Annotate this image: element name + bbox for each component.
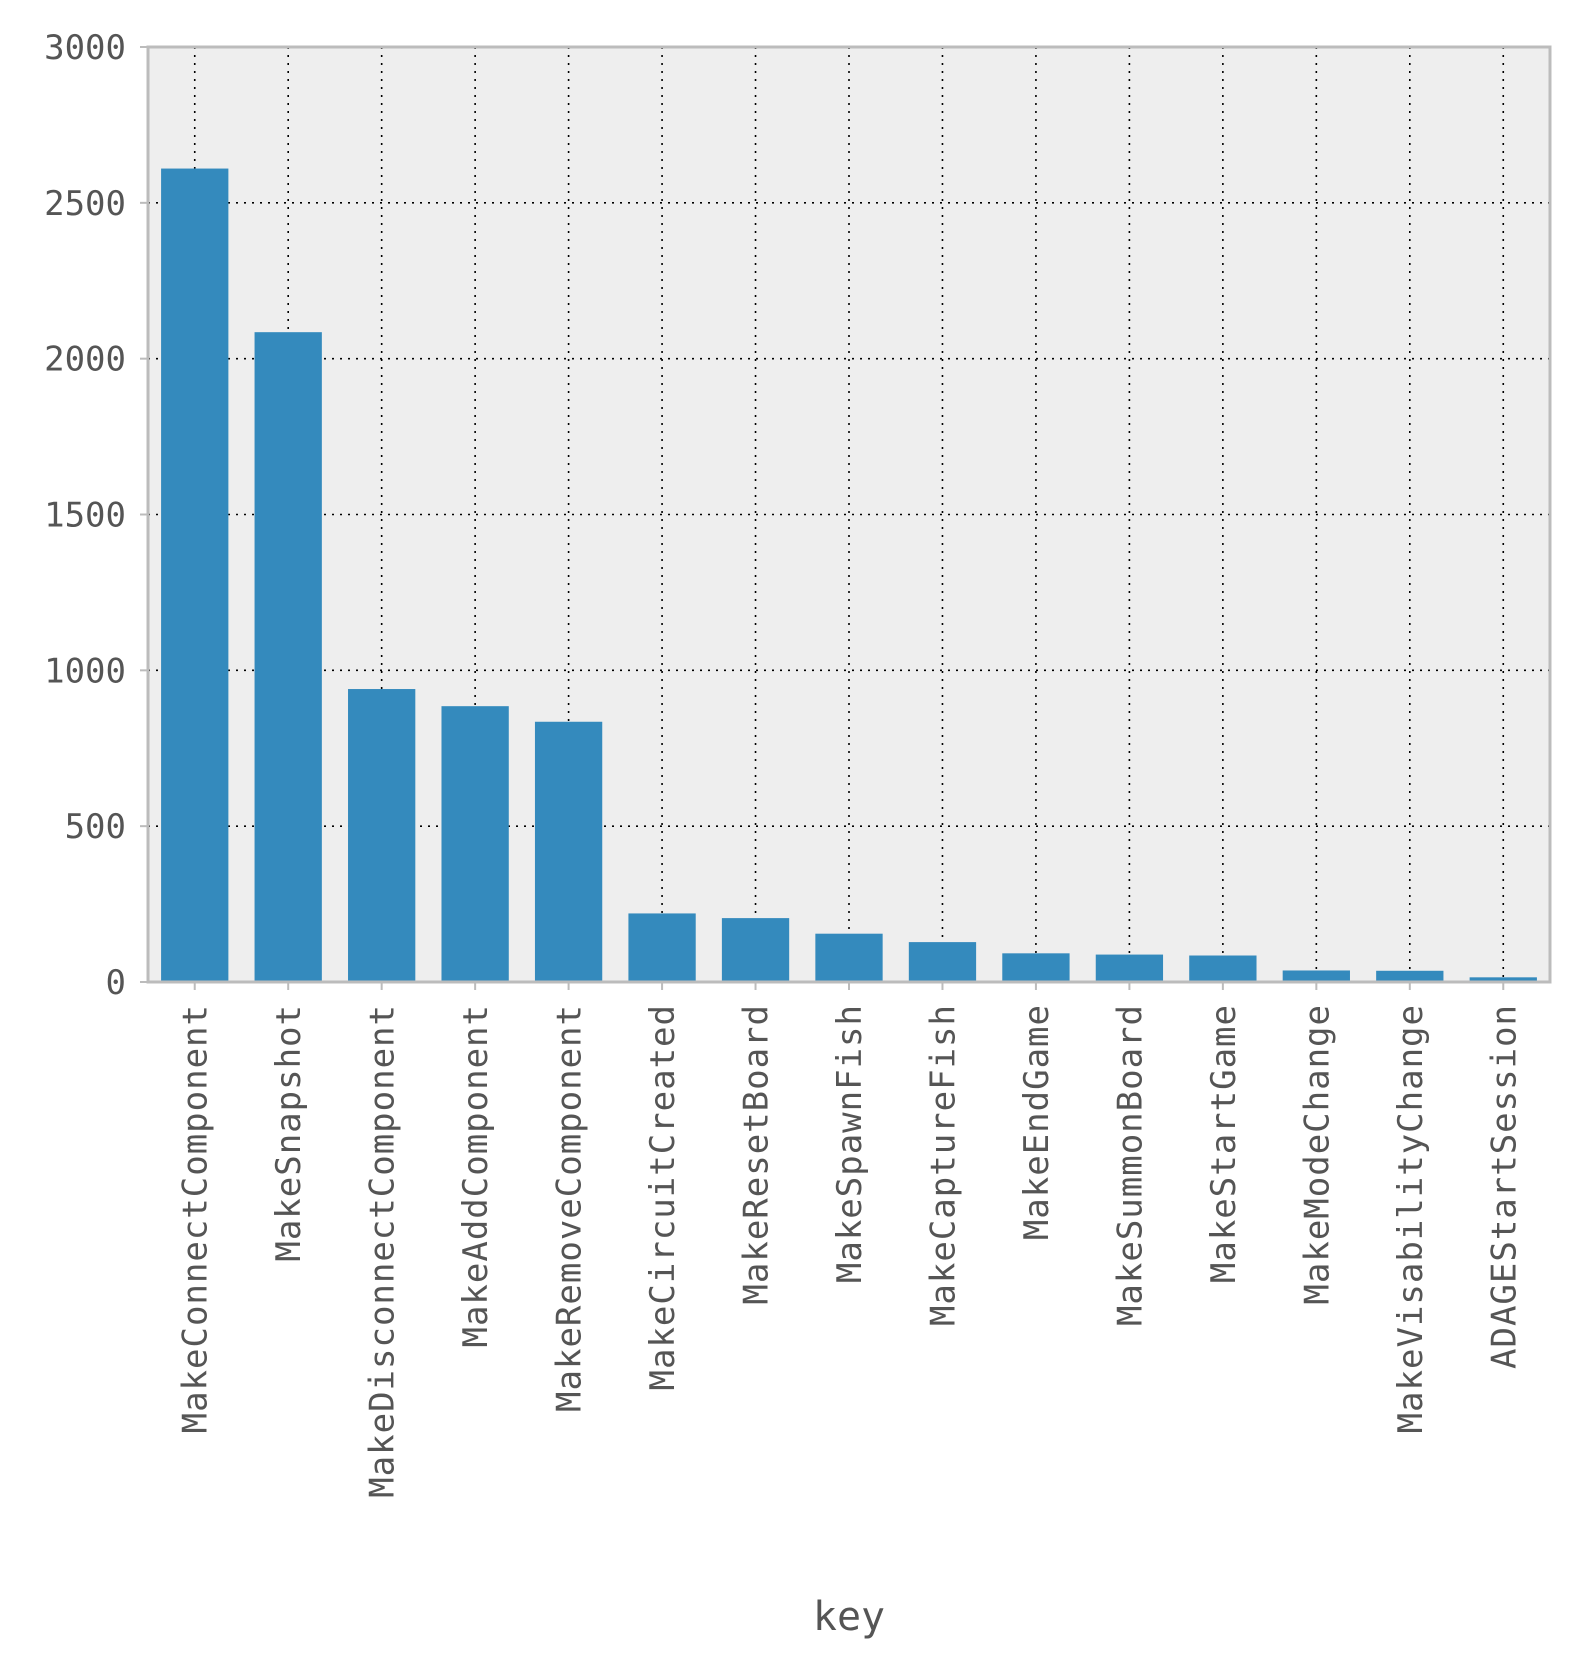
x-tick-label: MakeEndGame (1017, 1004, 1057, 1240)
x-tick-label: MakeRemoveComponent (550, 1004, 590, 1412)
x-tick-label: MakeCaptureFish (923, 1004, 963, 1326)
y-tick-label: 2000 (44, 340, 126, 380)
bar (1376, 970, 1444, 982)
x-tick-label: MakeResetBoard (737, 1004, 777, 1305)
bar (254, 332, 322, 982)
x-tick-label: MakeSnapshot (269, 1004, 309, 1262)
x-tick-label: MakeCircuitCreated (643, 1004, 683, 1390)
y-tick-label: 2500 (44, 184, 126, 224)
bar (1189, 955, 1257, 982)
y-tick-label: 1000 (44, 651, 126, 691)
x-tick-label: MakeModeChange (1297, 1004, 1337, 1305)
y-axis-ticks: 0 500 1000 1500 2000 2500 3000 (44, 28, 148, 1003)
y-tick-label: 3000 (44, 28, 126, 68)
bar (815, 933, 883, 982)
y-tick-label: 0 (106, 963, 126, 1003)
bar (1002, 953, 1070, 982)
bar (908, 942, 977, 982)
y-tick-label: 1500 (44, 496, 126, 536)
x-axis-label: key (813, 1594, 885, 1640)
x-axis-ticks: MakeConnectComponent MakeSnapshot MakeDisc… (176, 982, 1524, 1498)
x-tick-label: MakeSpawnFish (830, 1004, 870, 1283)
x-tick-label: MakeConnectComponent (176, 1004, 216, 1433)
bar (161, 168, 229, 983)
x-tick-label: MakeAddComponent (456, 1004, 496, 1348)
bars (161, 168, 1537, 983)
x-tick-label: MakeSummonBoard (1110, 1004, 1150, 1326)
bar (348, 689, 416, 982)
x-tick-label: MakeStartGame (1204, 1004, 1244, 1283)
bar (534, 721, 603, 982)
x-tick-label: ADAGEStartSession (1484, 1004, 1524, 1369)
bar (628, 913, 696, 982)
bar (1469, 977, 1537, 982)
bar (1095, 954, 1164, 982)
x-tick-label: MakeDisconnectComponent (363, 1004, 403, 1498)
bar (441, 706, 509, 982)
bar (721, 918, 790, 982)
bar (1282, 970, 1350, 982)
y-tick-label: 500 (65, 807, 126, 847)
x-tick-label: MakeVisabilityChange (1391, 1004, 1431, 1433)
